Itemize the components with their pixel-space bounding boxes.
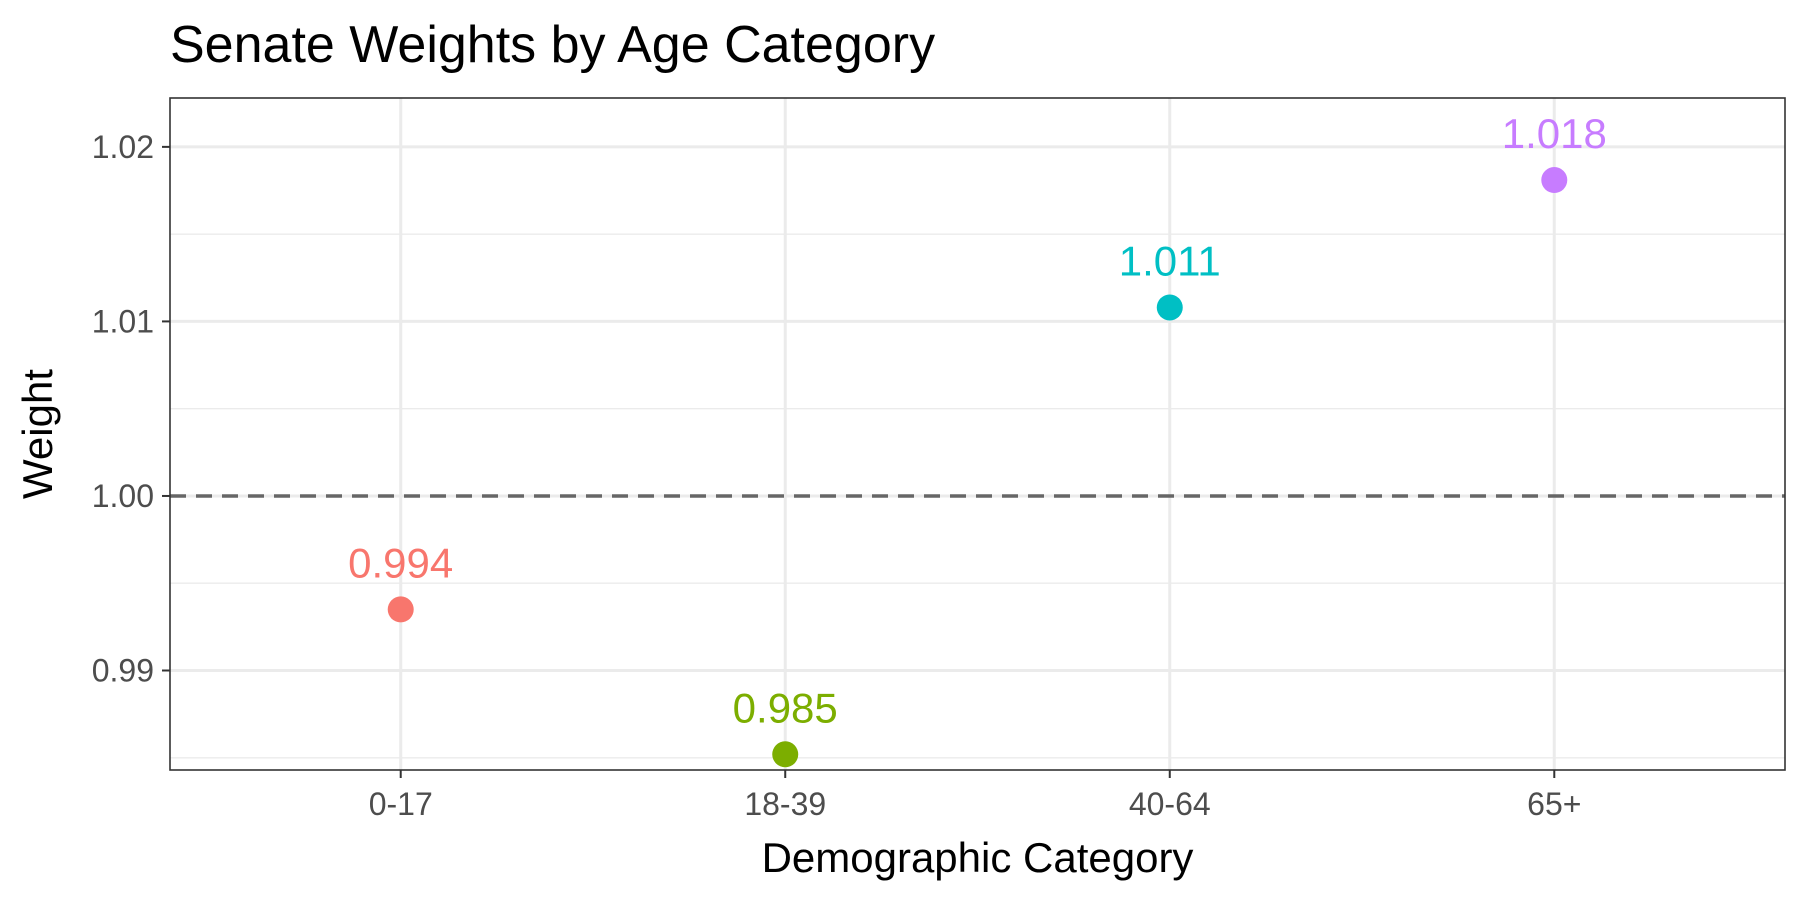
data-point <box>387 596 414 623</box>
data-label: 1.011 <box>1119 237 1221 284</box>
data-label: 0.985 <box>733 684 838 731</box>
chart-title: Senate Weights by Age Category <box>170 16 935 74</box>
y-axis-title: Weight <box>14 369 61 499</box>
data-label: 0.994 <box>348 539 453 586</box>
y-tick-label: 1.00 <box>92 478 154 514</box>
axes: 0.99 1.00 1.01 1.02 0-17 18-39 40-64 65+ <box>92 129 1582 822</box>
y-tick-label: 1.01 <box>92 303 154 339</box>
data-label: 1.018 <box>1502 110 1607 157</box>
grid-lines <box>170 98 1785 770</box>
plot-panel-border <box>169 97 1786 771</box>
x-tick-label: 18-39 <box>744 786 826 822</box>
data-labels: 0.994 0.985 1.011 1.018 <box>348 110 1607 731</box>
y-tick-label: 1.02 <box>92 129 154 165</box>
data-point <box>772 741 799 768</box>
x-tick-label: 0-17 <box>369 786 433 822</box>
x-tick-label: 65+ <box>1527 786 1581 822</box>
x-tick-label: 40-64 <box>1129 786 1211 822</box>
data-point <box>1156 294 1183 321</box>
data-points <box>387 167 1568 768</box>
data-point <box>1541 167 1568 194</box>
y-tick-label: 0.99 <box>92 653 154 689</box>
x-axis-title: Demographic Category <box>762 834 1194 881</box>
